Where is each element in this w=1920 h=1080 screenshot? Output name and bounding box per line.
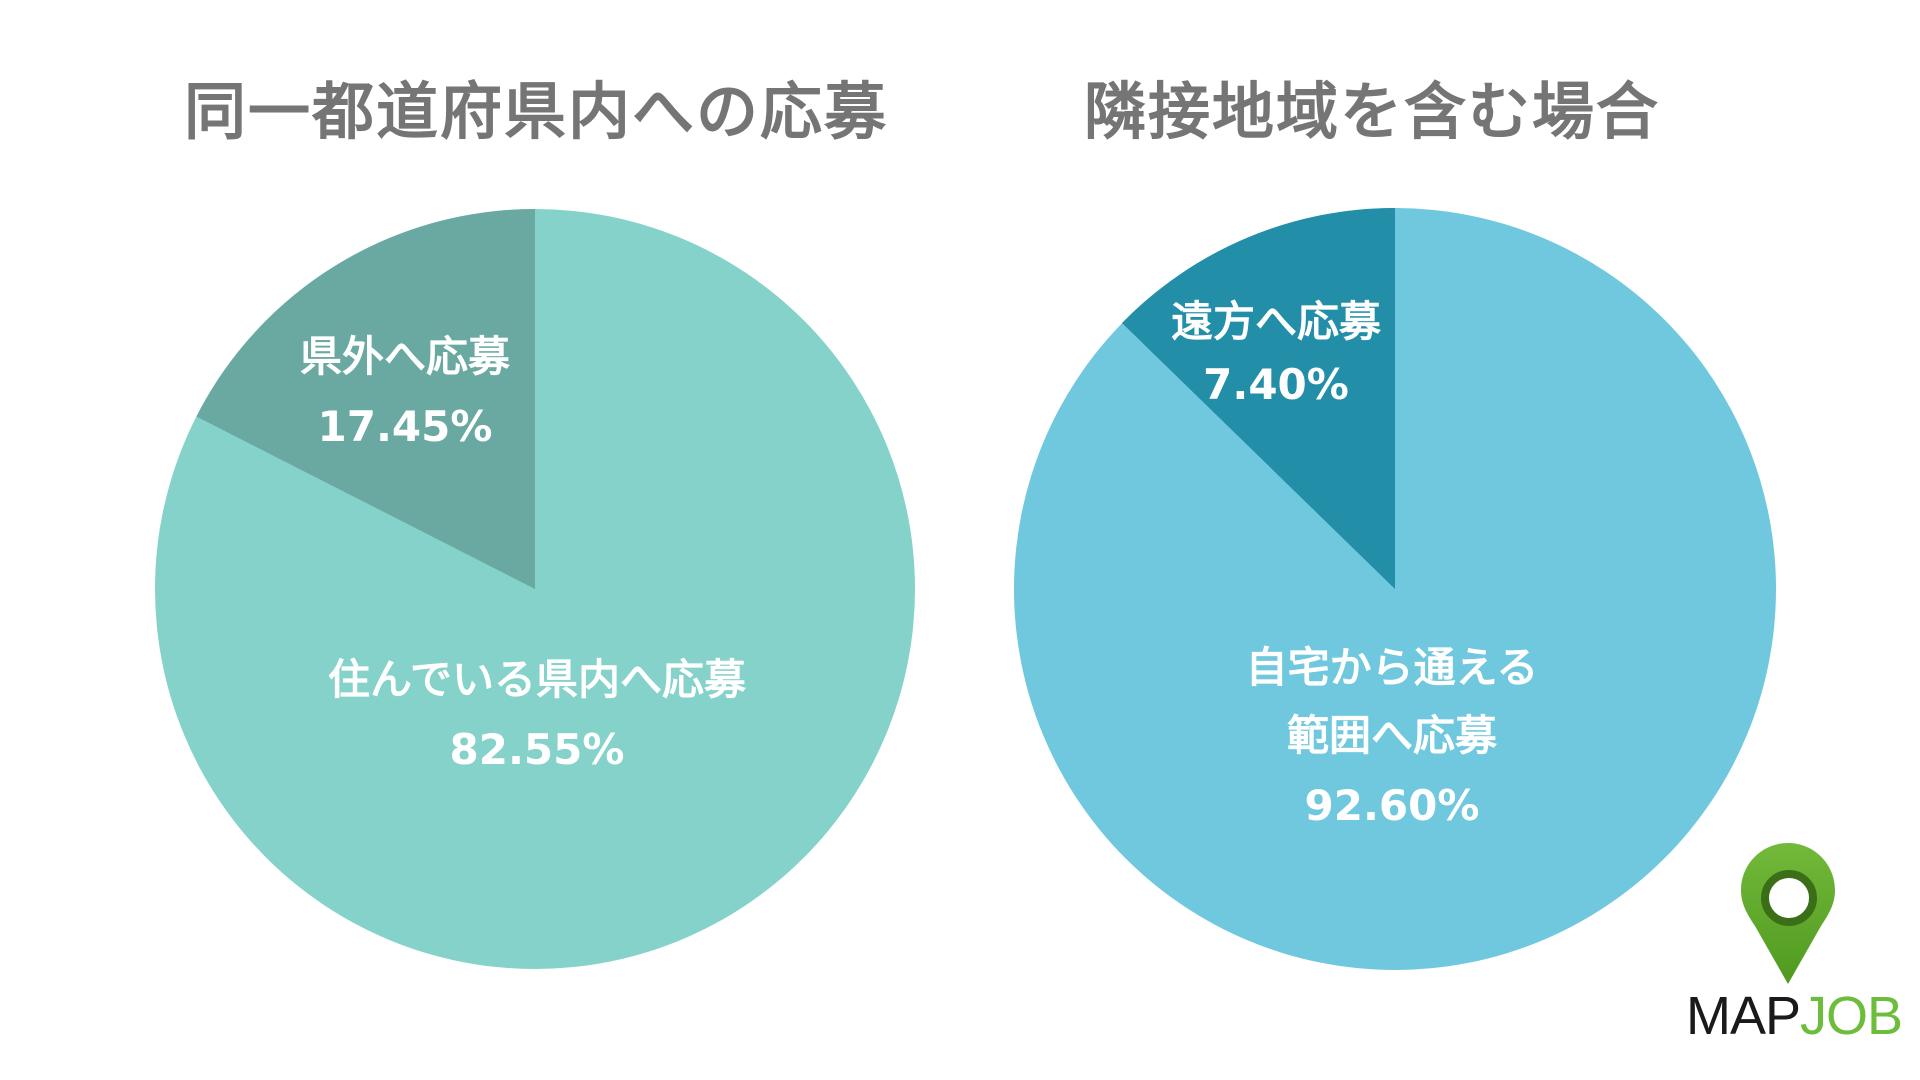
logo-text-map: MAP bbox=[1686, 986, 1801, 1046]
right-major-value: 92.60% bbox=[1304, 781, 1480, 830]
logo-text-job: JOB bbox=[1800, 986, 1903, 1046]
left-pie-chart bbox=[155, 209, 915, 969]
left-major-label: 住んでいる県内へ応募 bbox=[328, 655, 746, 704]
mapjob-logo: MAPJOB bbox=[1686, 838, 1903, 1048]
left-major-value: 82.55% bbox=[449, 725, 625, 774]
left-minor-value: 17.45% bbox=[317, 402, 493, 451]
map-pin-icon bbox=[1741, 843, 1835, 984]
left-pie-minor-slice bbox=[196, 209, 535, 589]
right-chart-title: 隣接地域を含む場合 bbox=[1083, 75, 1661, 148]
right-minor-value: 7.40% bbox=[1203, 360, 1349, 409]
logo-wordmark: MAPJOB bbox=[1686, 986, 1903, 1046]
right-pie-minor-slice bbox=[1122, 207, 1395, 589]
left-chart-title: 同一都道府県内への応募 bbox=[183, 75, 889, 148]
right-major-label-line2: 範囲へ応募 bbox=[1286, 711, 1498, 760]
right-major-label-line1: 自宅から通える bbox=[1245, 643, 1539, 692]
right-minor-label: 遠方へ応募 bbox=[1170, 297, 1382, 346]
left-minor-label: 県外へ応募 bbox=[299, 332, 511, 381]
right-pie-chart bbox=[1014, 207, 1776, 970]
